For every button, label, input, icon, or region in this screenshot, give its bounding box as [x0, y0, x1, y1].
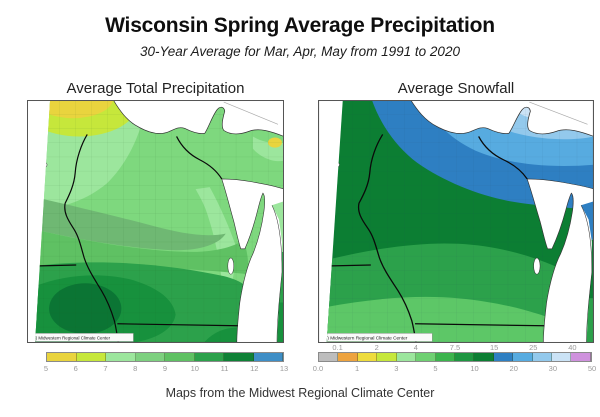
legend-tick-label: 4 — [413, 343, 418, 352]
legend-color-cell — [224, 353, 254, 361]
legend-tick-label: 7 — [103, 364, 108, 373]
map-watermark: (C) Midwestern Regional Climate Center — [322, 333, 433, 342]
legend-color-cell — [474, 353, 494, 361]
svg-text:(C) Midwestern Regional Climat: (C) Midwestern Regional Climate Center — [31, 335, 111, 340]
legend-color-bar — [318, 352, 592, 362]
legend-tick-label: 1 — [355, 364, 360, 373]
legend-color-cell — [571, 353, 591, 361]
snowfall-legend: 0.0 0.1 1 2 3 4 5 7.5 10 15 20 25 30 40 50 — [313, 343, 596, 376]
legend-tick-label: 30 — [548, 364, 558, 373]
legend-color-bar — [46, 352, 284, 362]
small-lake — [330, 161, 340, 169]
legend-color-cell — [76, 353, 106, 361]
legend-tick-label: 0.1 — [332, 343, 343, 352]
legend-tick-label: 50 — [587, 364, 597, 373]
lake-michigan — [526, 178, 594, 343]
legend-tick-label: 2 — [374, 343, 379, 352]
projection-edge-line — [223, 101, 279, 125]
precipitation-map-heading: Average Total Precipitation — [66, 80, 245, 97]
legend-tick-label: 10 — [470, 364, 479, 373]
snowfall-map: (C) Midwestern Regional Climate Center — [318, 100, 594, 343]
projection-edge-line — [529, 101, 588, 125]
svg-text:(C) Midwestern Regional Climat: (C) Midwestern Regional Climate Center — [322, 336, 407, 341]
legend-tick-label: 15 — [489, 343, 499, 352]
legend-color-cell — [396, 353, 417, 361]
legend-tick-label: 25 — [529, 343, 538, 352]
figure-title: Wisconsin Spring Average Precipitation — [105, 14, 495, 37]
legend-color-cell — [319, 353, 339, 361]
legend-color-cell — [165, 353, 195, 361]
map-watermark: (C) Midwestern Regional Climate Center — [31, 333, 134, 342]
snowfall-contour-bands: (C) Midwestern Regional Climate Center — [322, 100, 594, 343]
lake-michigan — [221, 178, 284, 343]
legend-tick-label: 0.0 — [312, 364, 324, 373]
state-borders — [35, 134, 238, 343]
legend-color-cell — [513, 353, 533, 361]
legend-color-cell — [338, 353, 358, 361]
legend-tick-label: 11 — [220, 364, 229, 373]
legend-tick-label: 5 — [43, 364, 49, 373]
legend-tick-label: 8 — [133, 364, 138, 373]
figure-caption: Maps from the Midwest Regional Climate C… — [165, 386, 435, 400]
small-lake — [38, 161, 48, 169]
snowfall-map-heading: Average Snowfall — [397, 80, 515, 97]
lake-winnebago — [533, 257, 541, 275]
legend-tick-label: 12 — [250, 364, 259, 373]
legend-tick-label: 20 — [509, 364, 518, 373]
legend-color-cell — [253, 353, 283, 361]
map-frame — [318, 100, 594, 343]
legend-color-cell — [357, 353, 378, 361]
legend-color-cell — [552, 353, 572, 361]
legend-tick-label: 13 — [279, 364, 289, 373]
legend-tick-label: 10 — [190, 364, 199, 373]
figure-subtitle: 30-Year Average for Mar, Apr, May from 1… — [140, 44, 460, 59]
precipitation-legend: 5 6 7 8 9 10 11 12 13 — [43, 344, 288, 376]
legend-color-cell — [454, 353, 475, 361]
legend-tick-label: 3 — [394, 364, 399, 373]
legend-color-cell — [377, 353, 397, 361]
lake-winnebago — [227, 257, 235, 275]
legend-color-cell — [47, 353, 77, 361]
legend-color-cell — [106, 353, 136, 361]
legend-tick-label: 40 — [568, 343, 577, 352]
legend-tick-label: 6 — [73, 364, 78, 373]
precipitation-contour-bands: (C) Midwestern Regional Climate Center — [31, 100, 284, 343]
legend-color-cell — [135, 353, 165, 361]
legend-color-cell — [493, 353, 514, 361]
legend-color-cell — [416, 353, 436, 361]
legend-tick-label: 9 — [162, 364, 168, 373]
legend-tick-label: 5 — [433, 364, 438, 373]
legend-color-cell — [194, 353, 224, 361]
legend-color-cell — [532, 353, 553, 361]
legend-color-cell — [435, 353, 455, 361]
state-borders — [326, 134, 545, 343]
legend-tick-label: 7.5 — [449, 343, 461, 352]
precipitation-map: (C) Midwestern Regional Climate Center — [27, 100, 284, 343]
map-frame — [27, 100, 284, 343]
